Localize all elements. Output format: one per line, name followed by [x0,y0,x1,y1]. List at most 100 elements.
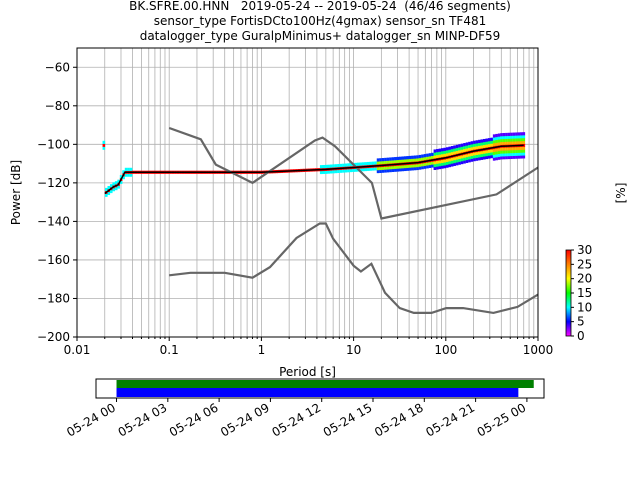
histogram-cell [421,157,424,161]
title-line-3: datalogger_type GuralpMinimus+ datalogge… [139,29,501,43]
histogram-cell [485,144,489,148]
histogram-cell [366,167,370,171]
histogram-cell [460,146,464,150]
histogram-cell [480,145,484,149]
histogram-cell [401,156,405,160]
histogram-cell [468,141,471,146]
histogram-cell [366,161,370,166]
histogram-cell [482,141,486,146]
histogram-cell [500,153,503,157]
histogram-cell [517,141,521,145]
histogram-cell [423,156,427,161]
histogram-cell [475,157,479,161]
histogram-cell [384,166,387,170]
histogram-cell [445,150,449,154]
histogram-cell [485,138,489,142]
histogram-cell [522,152,526,156]
histogram-cell [497,136,501,140]
histogram-cell [500,133,503,137]
histogram-cell [460,149,464,153]
histogram-cell [129,167,133,171]
histogram-cell [416,158,419,162]
histogram-cell [436,154,439,159]
histogram-cell [522,135,526,139]
histogram-cell [114,181,118,185]
histogram-cell [448,161,452,165]
histogram-cell [482,153,486,157]
histogram-cell [109,184,113,188]
histogram-cell [413,167,417,171]
histogram-cell [458,155,461,159]
histogram-cell [490,143,494,147]
histogram-cell [411,167,414,171]
histogram-cell [512,149,516,154]
histogram-cell [411,155,414,159]
histogram-cell [497,139,501,143]
histogram-cell [487,143,491,148]
histogram-cell [497,133,501,137]
histogram-cell [426,156,429,160]
histogram-cell [507,135,511,139]
histogram-cell [460,160,464,165]
histogram-cell [478,139,481,144]
histogram-cell [458,147,461,151]
histogram-cell [510,138,513,142]
histogram-cell [102,146,106,150]
histogram-cell [495,142,498,146]
colorbar-tick-label: 20 [577,272,592,286]
histogram-cell [334,169,338,174]
histogram-cell [119,174,123,179]
histogram-cell [428,153,432,157]
histogram-cell [391,160,395,164]
histogram-cell [374,161,377,165]
histogram-cell [460,155,464,159]
histogram-cell [356,162,360,166]
colorbar-tick-label: 25 [577,257,592,271]
histogram-cell [408,158,412,162]
histogram-cell [413,164,417,168]
title-line-2: sensor_type FortisDCto100Hz(4gmax) senso… [153,14,487,28]
histogram-cell [389,160,392,164]
histogram-cell [502,156,506,160]
histogram-cell [510,132,513,136]
histogram-cell [129,173,133,177]
histogram-cell [502,132,506,137]
histogram-cell [492,140,496,144]
histogram-cell [403,159,407,163]
histogram-cell [453,145,456,149]
histogram-cell [389,166,392,170]
histogram-cell [423,154,427,158]
histogram-cell [394,165,397,169]
histogram-cell [374,167,377,171]
histogram-cell [453,156,456,161]
histogram-cell [460,143,464,147]
histogram-cell [389,157,392,161]
histogram-cell [485,152,489,157]
histogram-cell [475,140,479,144]
histogram-cell [440,148,444,152]
histogram-cell [421,166,424,170]
histogram-cell [431,164,434,168]
histogram-cell [512,135,516,139]
histogram-cell [478,145,481,149]
histogram-cell [487,152,491,156]
histogram-cell [500,141,503,145]
histogram-cell [369,161,372,165]
histogram-cell [478,157,481,161]
histogram-cell [502,150,506,154]
histogram-cell [485,150,489,154]
histogram-cell [379,166,382,171]
histogram-cell [515,149,518,153]
histogram-cell [381,169,385,173]
histogram-cell [490,137,494,141]
x-axis-label: Period [s] [279,365,336,379]
histogram-cell [465,148,469,152]
histogram-cell [522,140,526,145]
histogram-cell [482,156,486,160]
histogram-cell [431,155,434,159]
histogram-cell [445,164,449,168]
histogram-cell [475,146,479,150]
histogram-cell [470,158,474,162]
x-tick-label: 0.01 [64,343,91,357]
histogram-cell [347,163,350,167]
